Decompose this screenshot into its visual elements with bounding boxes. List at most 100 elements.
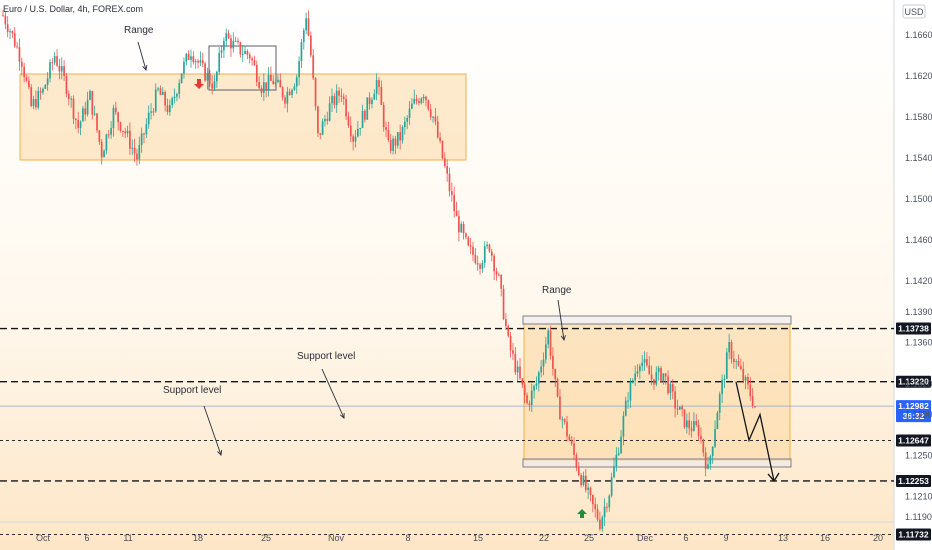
candle bbox=[556, 377, 559, 398]
candle bbox=[509, 331, 512, 358]
candle bbox=[28, 76, 30, 90]
candle bbox=[610, 472, 613, 498]
candle-body bbox=[77, 119, 80, 128]
candle-body bbox=[639, 366, 641, 372]
candle-body bbox=[566, 421, 568, 437]
candle bbox=[361, 104, 364, 129]
candle bbox=[310, 31, 312, 58]
candle-body bbox=[100, 141, 103, 158]
candle-body bbox=[537, 372, 540, 384]
candle bbox=[6, 16, 9, 38]
currency-button[interactable]: USD bbox=[902, 4, 926, 19]
range-top-pointer bbox=[137, 41, 148, 71]
candle bbox=[613, 457, 615, 479]
candle bbox=[347, 111, 350, 128]
candle-body bbox=[56, 56, 58, 66]
candle-body bbox=[700, 435, 702, 440]
x-tick-label: 20 bbox=[873, 533, 883, 543]
candle bbox=[117, 111, 119, 131]
annotation-support-lower: Support level bbox=[163, 385, 221, 396]
candle-body bbox=[230, 38, 232, 49]
candle bbox=[434, 107, 437, 126]
candle bbox=[100, 138, 103, 165]
candle bbox=[161, 87, 164, 96]
candle-body bbox=[488, 244, 491, 252]
candle bbox=[39, 87, 42, 100]
candle-body bbox=[260, 88, 263, 93]
candle-body bbox=[187, 53, 190, 60]
candle bbox=[608, 494, 611, 512]
candle bbox=[220, 45, 223, 59]
candle-body bbox=[690, 428, 693, 431]
candle bbox=[559, 389, 561, 420]
x-tick-label: 15 bbox=[473, 533, 483, 543]
candle-body bbox=[422, 96, 425, 99]
candle bbox=[498, 272, 500, 277]
candle-body bbox=[415, 98, 418, 101]
candle-body bbox=[194, 60, 197, 63]
candle bbox=[173, 88, 176, 104]
candle bbox=[540, 360, 542, 378]
candle bbox=[521, 378, 524, 388]
candle-body bbox=[321, 121, 324, 135]
support-zone-band bbox=[522, 458, 792, 468]
candle bbox=[500, 274, 503, 297]
candle bbox=[514, 347, 517, 375]
candle bbox=[690, 420, 693, 438]
candle-body bbox=[754, 406, 756, 408]
support-upper-pointer bbox=[321, 368, 345, 419]
candle bbox=[554, 368, 557, 387]
candle bbox=[345, 94, 347, 120]
candle-body bbox=[98, 130, 101, 142]
candle-body bbox=[479, 264, 481, 269]
candle bbox=[634, 365, 636, 386]
candle-body bbox=[526, 395, 528, 404]
candle-body bbox=[481, 262, 484, 269]
candle-body bbox=[676, 408, 679, 410]
candle bbox=[178, 79, 181, 99]
candle-body bbox=[272, 80, 275, 85]
candle bbox=[533, 384, 535, 399]
candle-body bbox=[164, 91, 166, 106]
candle-body bbox=[387, 130, 390, 141]
candle bbox=[4, 11, 7, 29]
candle bbox=[270, 66, 272, 82]
y-tick-label: 1.13900 bbox=[905, 307, 932, 317]
y-tick-label: 1.16600 bbox=[905, 30, 932, 40]
candle bbox=[479, 262, 481, 275]
candle-body bbox=[385, 127, 387, 131]
x-tick-label: 8 bbox=[405, 533, 410, 543]
annotation-range-bottom: Range bbox=[542, 285, 572, 296]
candle bbox=[718, 391, 721, 421]
candle-body bbox=[495, 271, 498, 275]
candle bbox=[314, 77, 317, 111]
candle-body bbox=[542, 359, 545, 367]
candle bbox=[711, 446, 714, 464]
candle bbox=[244, 45, 246, 55]
candle bbox=[507, 324, 510, 338]
candle-body bbox=[688, 420, 691, 429]
candle bbox=[401, 125, 404, 144]
candle-body bbox=[248, 54, 251, 59]
candle-body bbox=[401, 126, 404, 141]
candle-body bbox=[749, 384, 752, 397]
candle bbox=[359, 127, 362, 136]
candle-body bbox=[751, 396, 754, 407]
candle bbox=[681, 404, 683, 417]
candle bbox=[295, 74, 298, 94]
candle bbox=[422, 94, 425, 104]
candle bbox=[213, 74, 216, 92]
candle bbox=[552, 347, 554, 376]
candle bbox=[147, 105, 150, 129]
candle-body bbox=[86, 99, 89, 115]
candle-body bbox=[725, 352, 728, 379]
candle-body bbox=[70, 98, 72, 100]
candle-body bbox=[436, 121, 439, 138]
candle-body bbox=[594, 504, 597, 510]
candle-body bbox=[460, 223, 463, 233]
candle bbox=[488, 243, 491, 254]
candle-body bbox=[714, 429, 716, 447]
candle-body bbox=[197, 60, 199, 63]
candle bbox=[49, 59, 51, 83]
